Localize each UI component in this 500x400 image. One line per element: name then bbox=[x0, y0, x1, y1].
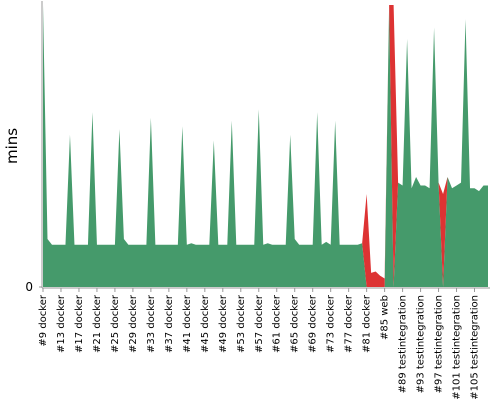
x-tick-label: #25 docker bbox=[110, 294, 121, 353]
y-tick-label: 0 bbox=[25, 280, 33, 294]
x-tick-label: #29 docker bbox=[128, 294, 139, 353]
x-tick-label: #13 docker bbox=[56, 294, 67, 353]
x-tick-label: #101 testintegration bbox=[452, 295, 463, 400]
area bbox=[43, 5, 488, 287]
x-tick-label: #53 docker bbox=[236, 294, 247, 353]
x-tick-label: #69 docker bbox=[308, 294, 319, 353]
x-tick-label: #45 docker bbox=[200, 294, 211, 353]
x-tick-label: #17 docker bbox=[74, 294, 85, 353]
y-axis-label: mins bbox=[3, 128, 21, 164]
x-tick-label: #61 docker bbox=[272, 294, 283, 353]
x-tick-label: #33 docker bbox=[146, 294, 157, 353]
x-tick-label: #81 docker bbox=[362, 294, 373, 353]
x-tick-label: #85 web bbox=[380, 295, 391, 340]
x-tick-label: #9 docker bbox=[38, 294, 49, 346]
x-tick-label: #49 docker bbox=[218, 294, 229, 353]
x-tick-label: #93 testintegration bbox=[416, 295, 427, 393]
x-tick-label: #37 docker bbox=[164, 294, 175, 353]
x-tick-label: #105 testintegration bbox=[470, 295, 481, 400]
x-tick-label: #73 docker bbox=[326, 294, 337, 353]
x-tick-label: #41 docker bbox=[182, 294, 193, 353]
x-tick-label: #77 docker bbox=[344, 294, 355, 353]
x-tick-label: #89 testintegration bbox=[398, 295, 409, 393]
x-tick-label: #97 testintegration bbox=[434, 295, 445, 393]
x-tick-label: #57 docker bbox=[254, 294, 265, 353]
area bbox=[43, 5, 488, 287]
x-tick-label: #21 docker bbox=[92, 294, 103, 353]
x-tick-label: #65 docker bbox=[290, 294, 301, 353]
